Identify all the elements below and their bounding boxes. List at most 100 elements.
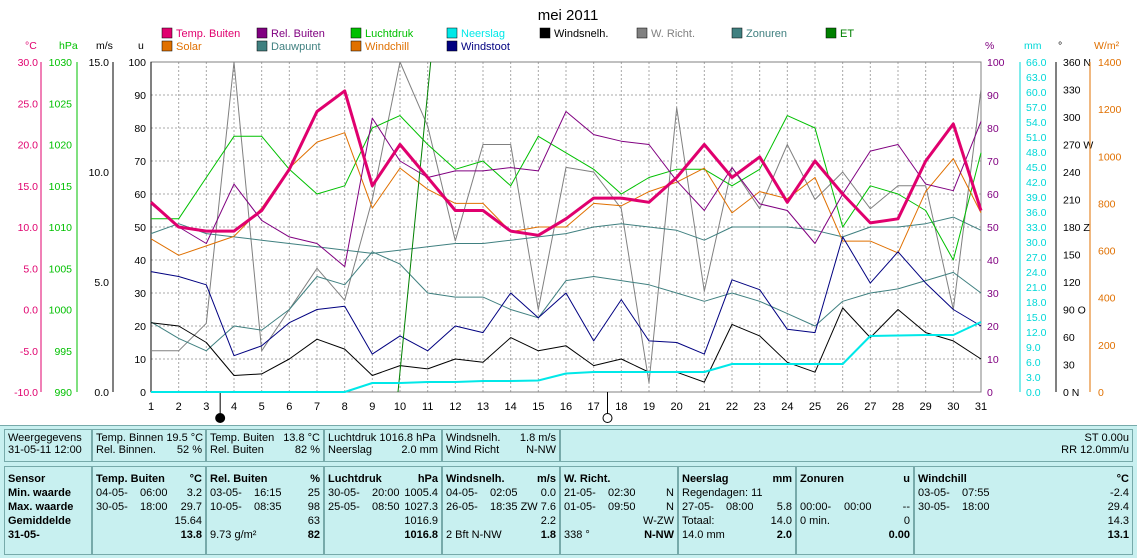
legend-swatch (731, 27, 743, 39)
stat-row: 03-05- 07:55 -2.4 (918, 487, 1129, 501)
axis-tick-dir_deg: 270 W (1063, 140, 1093, 152)
axis-tick-temp_c: 20.0 (18, 140, 39, 152)
axis-unit-rain_mm: mm (1024, 40, 1042, 52)
stat-row: 13.1 (918, 529, 1129, 543)
stat-row: 2.2 (446, 515, 556, 529)
info-label: Weergegevens (8, 432, 82, 444)
legend-label: Neerslag (461, 28, 505, 40)
stat-date: 338 ° (564, 529, 590, 541)
info-buiten: Temp. Buiten 13.8 °C Rel. Buiten 82 % (206, 429, 324, 462)
x-tick-label: 29 (920, 401, 932, 413)
axis-tick-temp_c: 5.0 (23, 263, 38, 275)
stat-value: 29.4 (1107, 501, 1129, 513)
x-tick-label: 31 (975, 401, 987, 413)
info-line: 31-05-11 12:00 (8, 444, 88, 456)
axis-tick-rain_mm: 0.0 (1026, 387, 1041, 399)
axis-tick-solar_wm2: 200 (1098, 340, 1116, 352)
stat-date: 01-05- (564, 501, 596, 513)
x-tick-label: 2 (176, 401, 182, 413)
axis-tick-solar_wm2: 1200 (1098, 104, 1122, 116)
info-label: 31-05-11 12:00 (8, 444, 82, 456)
axis-tick-rain_mm: 18.0 (1026, 297, 1047, 309)
x-tick-label: 16 (560, 401, 572, 413)
x-tick-label: 5 (259, 401, 265, 413)
x-tick-label: 21 (698, 401, 710, 413)
stat-row: 01-05- 09:50 N (564, 501, 674, 515)
info-value: 13.8 °C (283, 432, 320, 444)
axis-tick-rain_mm: 63.0 (1026, 72, 1047, 84)
axis-tick-pressure_hpa: 1025 (49, 98, 73, 110)
series-line (150, 307, 982, 383)
stat-date: 9.73 g/m² (210, 529, 257, 541)
stat-title: W. Richt. (564, 473, 611, 485)
stat-row: 27-05- 08:00 5.8 (682, 501, 792, 515)
x-tick-label: 27 (864, 401, 876, 413)
info-weergegevens: Weergegevens 31-05-11 12:00 (4, 429, 92, 462)
info-line: Neerslag 2.0 mm (328, 444, 438, 456)
stat-row: 9.73 g/m² 82 (210, 529, 320, 543)
axis-tick-dir_deg: 60 (1063, 332, 1075, 344)
x-tick-label: 8 (342, 401, 348, 413)
stat-row: 30-05- 18:00 29.4 (918, 501, 1129, 515)
sensor-label: Max. waarde (8, 501, 74, 513)
info-line: RR 12.0mm/u (564, 444, 1129, 456)
legend-swatch (256, 27, 268, 39)
stat-date: Totaal: (682, 515, 715, 527)
stat-title: Windchill (918, 473, 967, 485)
stat-row: 63 (210, 515, 320, 529)
stat-value: 14.0 (770, 515, 792, 527)
legend-label: Solar (176, 41, 202, 53)
stat-date: 30-05- (918, 501, 950, 513)
axis-tick-rain_mm: 54.0 (1026, 117, 1047, 129)
axis-tick-rain_mm: 36.0 (1026, 207, 1047, 219)
stat-row: 338 ° N-NW (564, 529, 674, 543)
stat-row: 03-05- 16:15 25 (210, 487, 320, 501)
axis-tick-dir_deg: 210 (1063, 195, 1081, 207)
stat-time: 20:00 (372, 487, 400, 499)
axis-tick-rain_mm: 12.0 (1026, 327, 1047, 339)
x-tick-label: 13 (477, 401, 489, 413)
info-value: 2.0 mm (401, 444, 438, 456)
axis-unit-wind_ms: m/s (96, 40, 113, 52)
stat-unit: °C (189, 473, 202, 485)
axis-tick-sun_u: 0 (140, 387, 146, 399)
x-tick-label: 17 (588, 401, 600, 413)
axis-tick-solar_wm2: 600 (1098, 246, 1116, 258)
stat-row: 14.3 (918, 515, 1129, 529)
axis-tick-hum_pct: 100 (987, 57, 1005, 69)
x-tick-label: 10 (394, 401, 406, 413)
stat-date: 21-05- (564, 487, 596, 499)
stat-date: 03-05- (210, 487, 242, 499)
stat-date: 04-05- (96, 487, 128, 499)
stat-value: 0.00 (888, 529, 910, 541)
axis-tick-dir_deg: 90 O (1063, 305, 1086, 317)
axis-tick-solar_wm2: 1400 (1098, 57, 1122, 69)
stat-header: Windchill °C (918, 473, 1129, 487)
stat-unit: °C (1116, 473, 1129, 485)
stat-date: 0 min. (800, 515, 830, 527)
stat-date: 10-05- (210, 501, 242, 513)
info-label: Rel. Binnen. (96, 444, 156, 456)
legend-swatch (161, 27, 173, 39)
axis-tick-temp_c: 0.0 (23, 305, 38, 317)
info-line: Luchtdruk 1016.8 hPa (328, 432, 438, 444)
axis-tick-hum_pct: 10 (987, 354, 999, 366)
axis-tick-rain_mm: 57.0 (1026, 102, 1047, 114)
stat-time: 08:50 (372, 501, 400, 513)
axis-tick-sun_u: 60 (134, 189, 146, 201)
axis-tick-hum_pct: 90 (987, 90, 999, 102)
legend-label: Rel. Buiten (271, 28, 325, 40)
axis-tick-rain_mm: 33.0 (1026, 222, 1047, 234)
axis-tick-dir_deg: 150 (1063, 250, 1081, 262)
x-tick-label: 4 (231, 401, 237, 413)
stat-row: 25-05- 08:50 1027.3 (328, 501, 438, 515)
stat-row: 2 Bft N-NW 1.8 (446, 529, 556, 543)
stat-title: Luchtdruk (328, 473, 382, 485)
series-line (150, 251, 982, 352)
stat-row: 30-05- 20:00 1005.4 (328, 487, 438, 501)
stat-value: 0.0 (540, 487, 556, 499)
stat-row: 1016.8 (328, 529, 438, 543)
stat-time: 08:00 (726, 501, 754, 513)
stat-value: 63 (307, 515, 320, 527)
stat-value: 1005.4 (404, 487, 438, 499)
